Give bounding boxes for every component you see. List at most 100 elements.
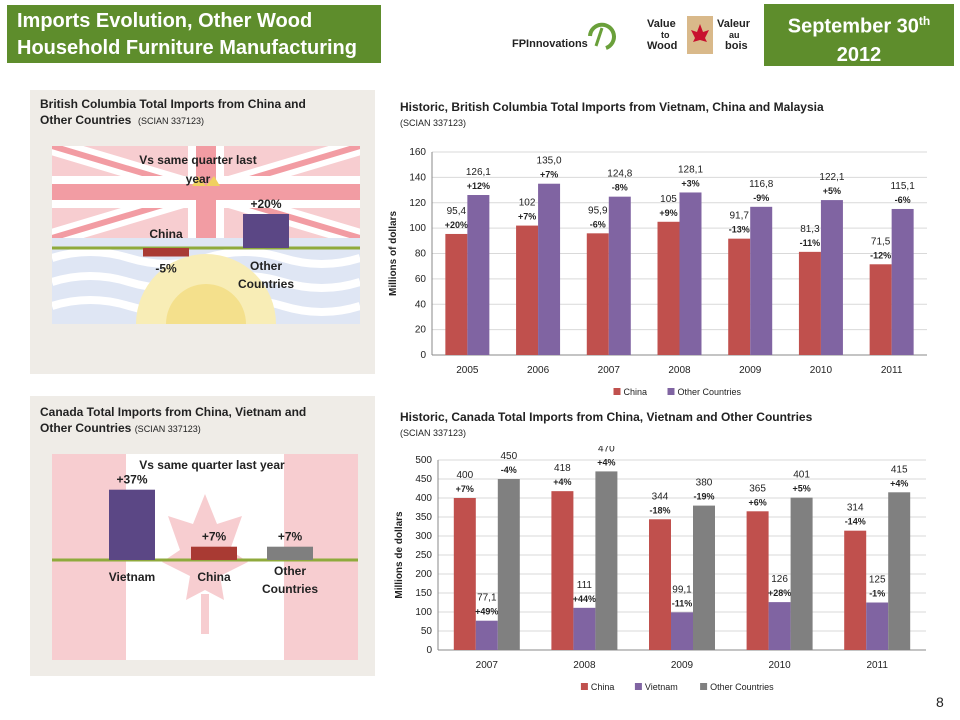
ca-historic-bar-1-1 [573,607,596,650]
ca-historic-change-label-0-3: +6% [748,497,766,507]
ca-quarter-chart: +37% Vietnam +7% China +7% Other Countries [52,473,358,596]
bc-historic-bar-1-3 [679,192,702,355]
logo-wood: Wood [647,40,678,52]
bc-historic-ytick-0: 0 [420,350,426,361]
bc-historic-value-label-1-2: 124,8 [607,169,632,180]
ca-historic-ytick-10: 500 [415,455,432,466]
ca-historic-value-label-0-0: 400 [456,470,473,481]
bc-historic-bar-0-2 [586,233,609,355]
ca-historic-value-label-0-1: 418 [554,463,571,474]
bc-historic-chart: 0 20 40 60 80 100 120 140 160 2005 95,4 +20% 126,1 +1… [388,147,927,397]
bc-historic-change-label-0-1: +7% [518,212,536,222]
ca-historic-bar-0-4 [844,530,867,650]
bc-historic-legend-swatch-1 [667,388,675,395]
ca-historic-legend-label-0: China [591,682,615,692]
date-main: September 30 [787,15,919,38]
bc-flag-background [52,146,360,324]
ca-historic-bar-2-3 [790,497,813,650]
ca-historic-legend-label-1: Vietnam [645,682,678,692]
bc-historic-value-label-1-5: 122,1 [819,172,844,183]
fpinnovations-leaf-icon [588,22,616,50]
ca-historic-value-label-2-4: 415 [891,464,908,475]
bc-historic-legend-label-0: China [624,387,648,397]
bc-panel-scian: (SCIAN 337123) [138,116,205,126]
bc-historic-change-label-1-0: +12% [467,181,490,191]
bc-historic-value-label-0-4: 91,7 [729,211,749,222]
ca-panel-title-line1: Canada Total Imports from China, Vietnam… [40,405,307,419]
ca-historic-bar-2-0 [497,479,520,650]
bc-historic-value-label-1-1: 135,0 [537,156,562,167]
bc-historic-xtick-5: 2010 [810,365,833,376]
ca-historic-bar-0-0 [453,498,476,650]
ca-quarter-category-label-2-1: Countries [262,582,318,596]
bc-historic-bar-0-0 [445,233,468,355]
bc-historic-value-label-0-5: 81,3 [800,224,820,235]
bc-quarter-chart-title: Vs same quarter last year [139,153,257,186]
ca-historic-ytick-7: 350 [415,512,432,523]
ca-historic-ytick-6: 300 [415,531,432,542]
bc-historic-bar-1-5 [820,200,843,355]
bc-historic-change-label-0-5: -11% [800,238,821,248]
logo-to: to [661,30,670,40]
bc-quarter-data-label-0: -5% [155,262,177,276]
bc-quarter-chart: -5% China +20% Other Countries [52,197,360,291]
ca-historic-bar-1-3 [768,602,791,650]
report-date: September 30th 2012 [764,4,954,66]
date-sup: th [918,14,931,28]
bc-historic-bar-1-0 [467,195,490,355]
ca-historic-xtick-2: 2009 [671,660,694,671]
ca-historic-subtitle: (SCIAN 337123) [400,428,467,438]
bc-historic-value-label-1-6: 115,1 [890,181,915,192]
ca-historic-xtick-4: 2011 [866,660,888,671]
bc-historic-bar-0-6 [869,264,892,355]
ca-historic-legend-swatch-1 [634,683,642,690]
fpinnovations-logo: FPInnovations [512,16,632,60]
bc-historic-value-label-0-1: 102 [519,198,536,209]
ca-historic-bar-0-2 [649,519,671,650]
ca-historic-change-label-1-4: -1% [869,589,885,599]
bc-historic-change-label-1-1: +7% [540,170,558,180]
ca-panel-title: Canada Total Imports from China, Vietnam… [40,404,306,437]
ca-historic-change-label-0-2: -18% [649,505,670,515]
ca-historic-change-label-2-4: +4% [890,478,908,488]
bc-historic-xtick-4: 2009 [739,365,762,376]
ca-historic-bar-0-3 [746,511,769,650]
ca-historic-change-label-2-2: -19% [693,492,714,502]
bc-historic-legend-swatch-0 [613,388,621,395]
ca-historic-xtick-0: 2007 [476,660,499,671]
bc-historic-value-label-0-2: 95,9 [588,205,608,216]
bc-historic-ytick-6: 120 [409,198,426,209]
bc-historic-bar-1-1 [538,183,561,355]
bc-historic-change-label-0-2: -6% [590,219,606,229]
bc-historic-ytick-7: 140 [409,172,426,183]
logo-valeur: Valeur [717,18,751,30]
ca-historic-legend-swatch-2 [700,683,708,690]
bc-historic-bar-0-3 [657,221,680,355]
ca-historic-bar-2-2 [693,505,715,650]
ca-historic-bar-2-4 [888,492,911,650]
bc-historic-change-label-1-5: +5% [823,186,841,196]
ca-historic-value-label-1-3: 126 [771,574,788,585]
bc-historic-change-label-1-6: -6% [895,195,911,205]
british-columbia-flag-icon [52,146,360,324]
ca-panel-title-line2: Other Countries [40,421,132,435]
ca-historic-ylabel: Millions de dollars [394,511,405,599]
bc-historic-bar-1-6 [891,208,914,355]
logo-au: au [729,30,740,40]
bc-panel-title-line2: Other Countries [40,113,132,127]
ca-quarter-data-label-2: +7% [278,530,303,544]
ca-historic-ytick-9: 450 [415,474,432,485]
ca-historic-value-label-0-4: 314 [847,503,864,514]
bc-quarter-data-label-1: +20% [250,197,281,211]
ca-historic-bar-1-4 [866,602,889,650]
fpinnovations-text: FPInnovations [512,38,588,50]
bc-historic-ytick-2: 40 [415,299,427,310]
ca-historic-value-label-2-2: 380 [696,478,713,489]
ca-historic-ytick-1: 50 [421,626,433,637]
ca-quarter-category-label-1-0: China [197,570,231,584]
bc-historic-change-label-0-0: +20% [445,220,468,230]
logo-value: Value [647,18,676,30]
ca-historic-change-label-1-3: +28% [768,588,791,598]
bc-panel-title: British Columbia Total Imports from Chin… [40,96,306,129]
bc-historic-value-label-0-3: 105 [660,194,677,205]
